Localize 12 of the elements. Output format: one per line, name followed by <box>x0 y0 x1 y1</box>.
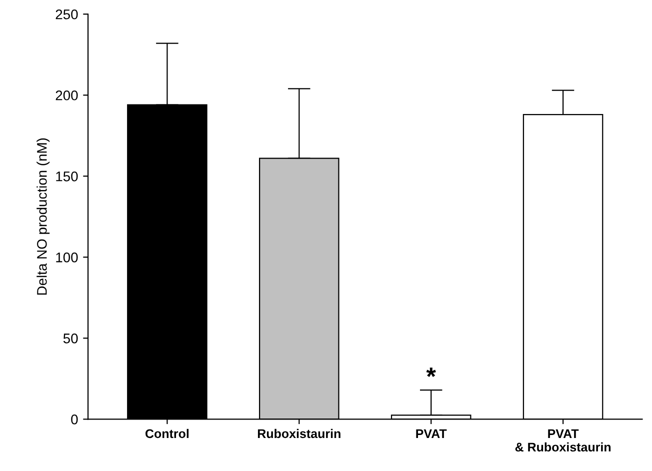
y-tick-label: 50 <box>63 334 78 344</box>
y-tick-label: 0 <box>71 414 78 424</box>
y-tick-label: 100 <box>56 252 78 262</box>
x-tick-label: Control <box>145 428 189 438</box>
x-tick-label: PVAT <box>416 429 447 438</box>
x-tick-label: PVAT & Ruboxistaurin <box>515 429 611 452</box>
y-tick-label: 150 <box>56 171 78 182</box>
x-tick-label: Ruboxistaurin <box>258 428 340 438</box>
y-tick-label: 200 <box>56 90 78 100</box>
y-tick-label: 250 <box>56 9 78 20</box>
y-axis-title: Delta NO production (nM) <box>36 138 50 295</box>
annotation: * <box>426 368 436 377</box>
